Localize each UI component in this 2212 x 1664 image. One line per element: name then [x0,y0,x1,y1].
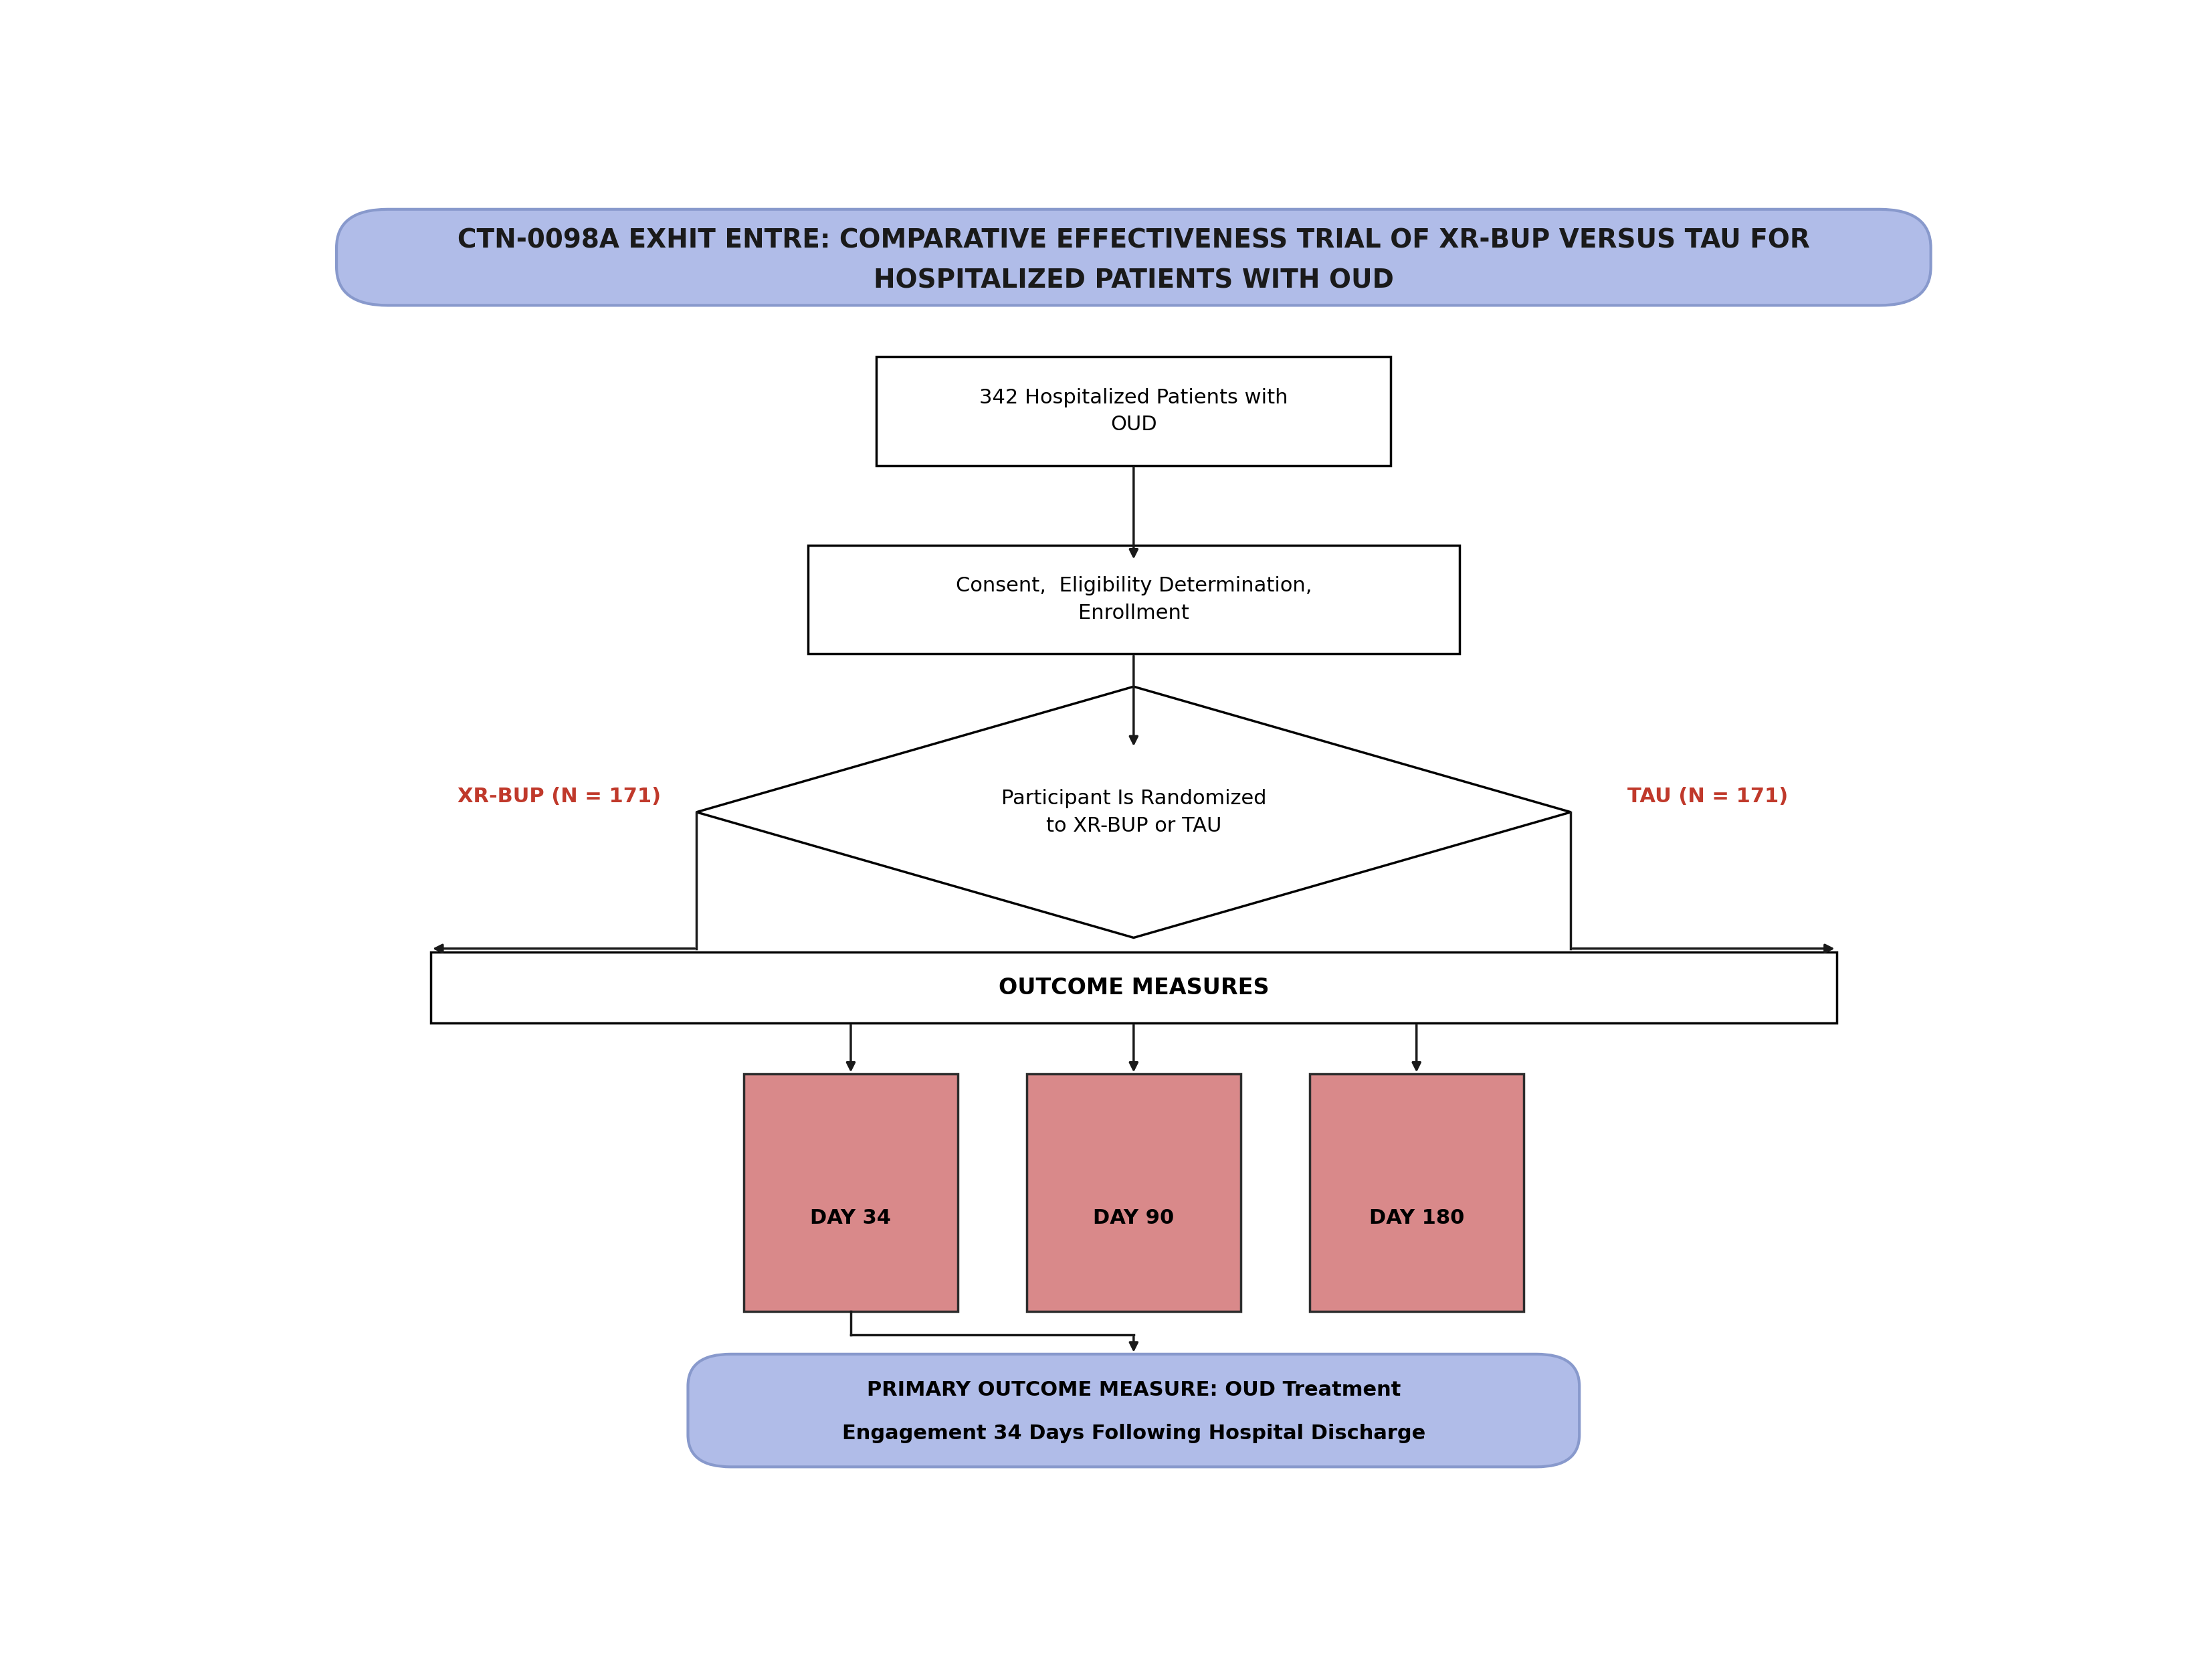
Text: 342 Hospitalized Patients with
OUD: 342 Hospitalized Patients with OUD [980,388,1287,434]
FancyBboxPatch shape [431,952,1836,1023]
Text: OUTCOME MEASURES: OUTCOME MEASURES [998,977,1270,998]
FancyBboxPatch shape [743,1075,958,1311]
Text: DAY 90: DAY 90 [1093,1208,1175,1228]
FancyBboxPatch shape [336,210,1931,306]
Text: Participant Is Randomized
to XR-BUP or TAU: Participant Is Randomized to XR-BUP or T… [1002,789,1265,835]
FancyBboxPatch shape [1310,1075,1524,1311]
FancyBboxPatch shape [876,356,1391,466]
Text: DAY 34: DAY 34 [810,1208,891,1228]
Text: DAY 180: DAY 180 [1369,1208,1464,1228]
Polygon shape [697,687,1571,938]
Text: PRIMARY OUTCOME MEASURE: OUD Treatment: PRIMARY OUTCOME MEASURE: OUD Treatment [867,1379,1400,1399]
Text: Consent,  Eligibility Determination,
Enrollment: Consent, Eligibility Determination, Enro… [956,576,1312,622]
Text: XR-BUP (N = 171): XR-BUP (N = 171) [458,787,661,807]
Text: Engagement 34 Days Following Hospital Discharge: Engagement 34 Days Following Hospital Di… [843,1424,1425,1443]
FancyBboxPatch shape [1026,1075,1241,1311]
Text: HOSPITALIZED PATIENTS WITH OUD: HOSPITALIZED PATIENTS WITH OUD [874,268,1394,293]
Text: CTN-0098A EXHIT ENTRE: COMPARATIVE EFFECTIVENESS TRIAL OF XR-BUP VERSUS TAU FOR: CTN-0098A EXHIT ENTRE: COMPARATIVE EFFEC… [458,228,1809,253]
FancyBboxPatch shape [807,546,1460,654]
FancyBboxPatch shape [688,1354,1579,1468]
Text: TAU (N = 171): TAU (N = 171) [1628,787,1787,807]
